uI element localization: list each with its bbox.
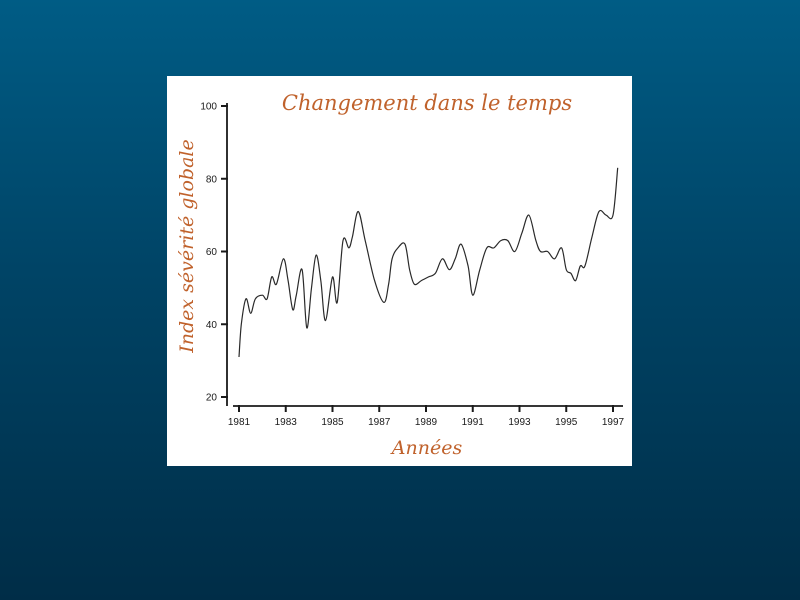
- y-tick-label: 100: [200, 102, 217, 113]
- x-tick-label: 1989: [415, 417, 438, 428]
- x-tick-label: 1985: [321, 417, 344, 428]
- x-tick-label: 1993: [508, 417, 531, 428]
- x-tick-label: 1987: [368, 417, 391, 428]
- y-tick-label: 20: [206, 393, 218, 404]
- x-axis-label: Années: [390, 437, 463, 459]
- x-tick-label: 1991: [462, 417, 485, 428]
- y-axis-label: Index sévérité globale: [176, 139, 198, 353]
- x-tick-label: 1983: [275, 417, 298, 428]
- tick-layer: 20 40 60 80 100 1981 1983 1985 1987 1989 1991 1993 1…: [200, 102, 624, 429]
- chart-area: Changement dans le temps Index sévérité …: [176, 91, 625, 459]
- chart-panel: Changement dans le temps Index sévérité …: [167, 76, 632, 466]
- x-tick-label: 1981: [228, 417, 251, 428]
- chart-title: Changement dans le temps: [282, 91, 572, 115]
- y-tick-label: 40: [206, 320, 218, 331]
- x-tick-label: 1995: [555, 417, 578, 428]
- series-line: [238, 167, 619, 358]
- y-tick-label: 80: [206, 174, 218, 185]
- y-tick-label: 60: [206, 247, 218, 258]
- x-tick-label: 1997: [602, 417, 625, 428]
